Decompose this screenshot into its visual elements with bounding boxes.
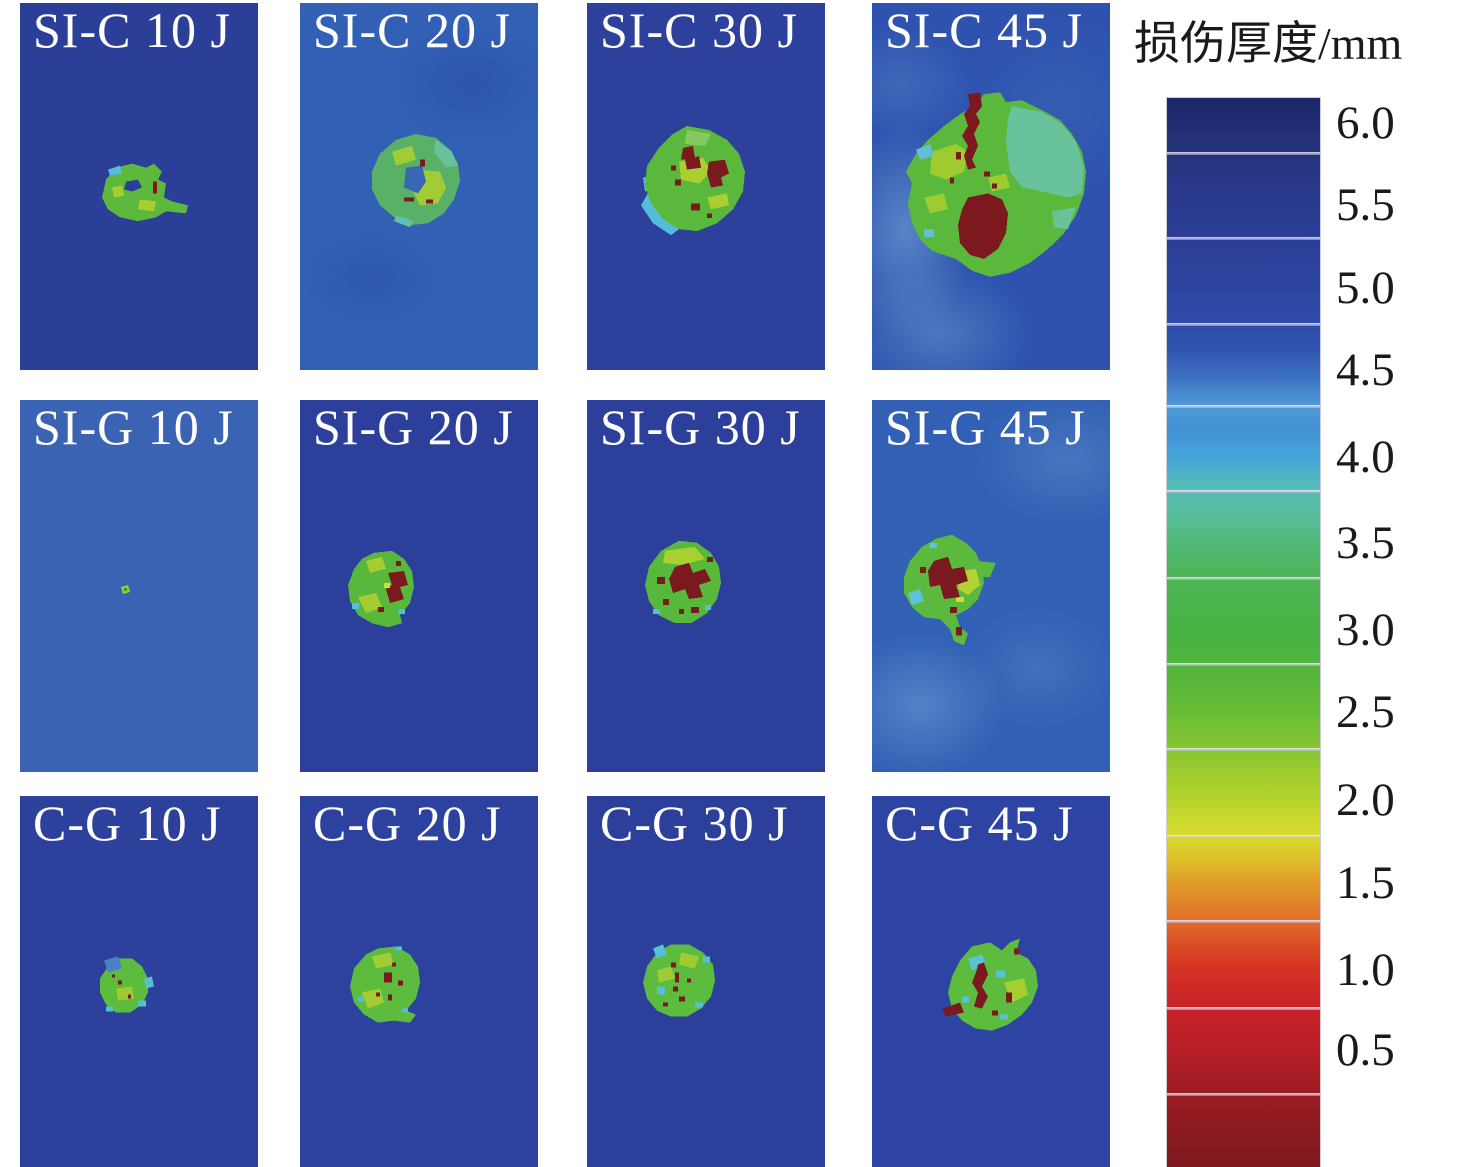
panel-label: SI-C 20 J: [313, 3, 511, 58]
colorbar-tick-4.5: 4.5: [1336, 344, 1395, 396]
colorbar-divider: [1167, 577, 1320, 580]
colorbar-divider: [1167, 748, 1320, 751]
panel-label: SI-G 10 J: [33, 400, 234, 455]
panel-label: SI-C 45 J: [885, 3, 1083, 58]
damage-map-c-g-20j: [350, 946, 420, 1023]
panel-c-g-20j: C-G 20 J: [300, 796, 538, 1167]
colorbar: [1166, 97, 1321, 1167]
panel-label: C-G 10 J: [33, 796, 222, 851]
colorbar-tick-4.0: 4.0: [1336, 431, 1395, 483]
panel-c-g-45j: C-G 45 J: [872, 796, 1110, 1167]
colorbar-divider: [1167, 835, 1320, 838]
damage-map-c-g-10j: [100, 956, 154, 1013]
panel-label: C-G 20 J: [313, 796, 502, 851]
colorbar-divider: [1167, 1007, 1320, 1010]
damage-map-si-c-30j: [641, 125, 745, 236]
panel-label: SI-G 20 J: [313, 400, 514, 455]
damage-map-si-c-10j: [102, 163, 188, 222]
damage-map-si-g-10j: [121, 584, 130, 595]
colorbar-tick-3.0: 3.0: [1336, 604, 1395, 656]
damage-map-si-c-20j: [372, 133, 460, 228]
colorbar-tick-3.5: 3.5: [1336, 517, 1395, 569]
panel-label: C-G 30 J: [600, 796, 789, 851]
panel-c-g-10j: C-G 10 J: [20, 796, 258, 1167]
colorbar-divider: [1167, 663, 1320, 666]
colorbar-divider: [1167, 1093, 1320, 1096]
colorbar-tick-1.0: 1.0: [1336, 944, 1395, 996]
panel-si-c-30j: SI-C 30 J: [587, 3, 825, 370]
panel-si-c-20j: SI-C 20 J: [300, 3, 538, 370]
colorbar-divider: [1167, 237, 1320, 240]
damage-map-c-g-30j: [643, 944, 715, 1017]
damage-map-si-g-20j: [348, 550, 414, 628]
panel-label: SI-G 45 J: [885, 400, 1086, 455]
colorbar-tick-2.0: 2.0: [1336, 774, 1395, 826]
colorbar-title: 损伤厚度/mm: [1134, 18, 1403, 69]
damage-map-si-g-30j: [645, 540, 721, 624]
panel-si-c-10j: SI-C 10 J: [20, 3, 258, 370]
colorbar-tick-2.5: 2.5: [1336, 686, 1395, 738]
panel-si-g-20j: SI-G 20 J: [300, 400, 538, 772]
colorbar-divider: [1167, 490, 1320, 493]
colorbar-tick-5.0: 5.0: [1336, 262, 1395, 314]
colorbar-divider: [1167, 405, 1320, 408]
panel-si-g-45j: SI-G 45 J: [872, 400, 1110, 772]
colorbar-divider: [1167, 920, 1320, 923]
panel-si-g-30j: SI-G 30 J: [587, 400, 825, 772]
damage-map-si-c-45j: [906, 92, 1086, 277]
colorbar-divider: [1167, 323, 1320, 326]
colorbar-divider: [1167, 152, 1320, 155]
panel-si-c-45j: SI-C 45 J: [872, 3, 1110, 370]
colorbar-tick-0.5: 0.5: [1336, 1024, 1395, 1076]
panel-c-g-30j: C-G 30 J: [587, 796, 825, 1167]
panel-label: SI-C 30 J: [600, 3, 798, 58]
panel-label: SI-C 10 J: [33, 3, 231, 58]
colorbar-tick-6.0: 6.0: [1336, 97, 1395, 149]
panel-label: C-G 45 J: [885, 796, 1074, 851]
panel-si-g-10j: SI-G 10 J: [20, 400, 258, 772]
colorbar-tick-5.5: 5.5: [1336, 179, 1395, 231]
damage-map-si-g-45j: [904, 534, 996, 646]
panel-label: SI-G 30 J: [600, 400, 801, 455]
colorbar-tick-1.5: 1.5: [1336, 857, 1395, 909]
damage-map-c-g-45j: [942, 938, 1038, 1031]
